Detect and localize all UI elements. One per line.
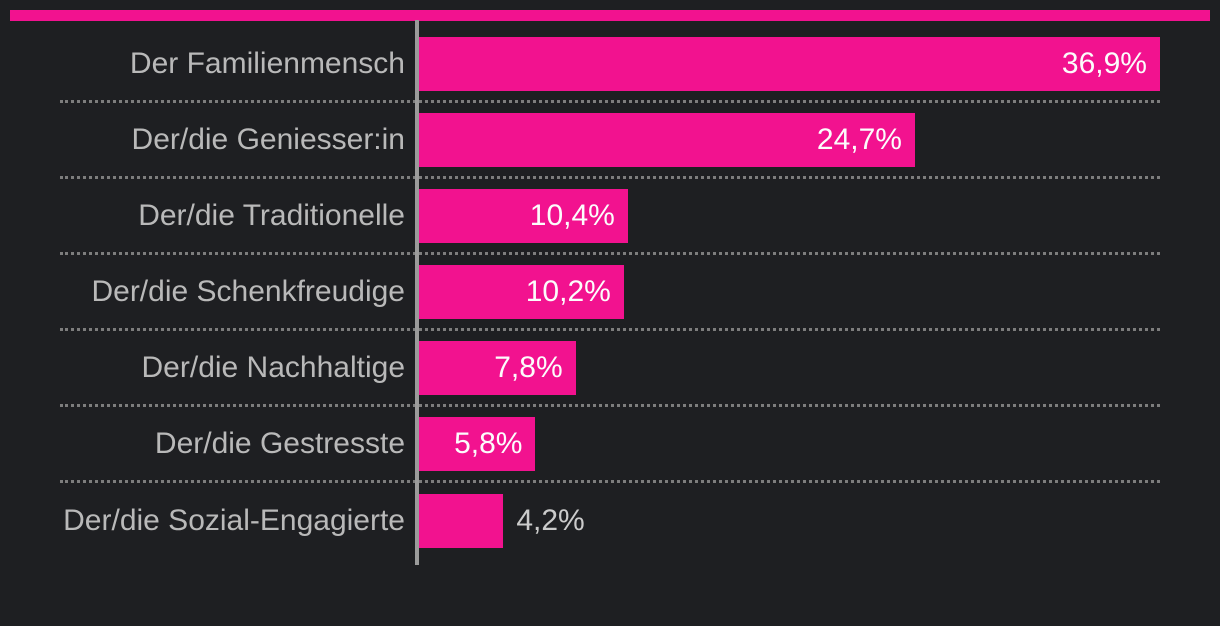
bar-area: 4,2% [419,483,1160,559]
category-label: Der/die Traditionelle [138,198,405,232]
value-label: 24,7% [816,122,902,156]
chart-row: Der/die Schenkfreudige 10,2% [60,255,1160,331]
bar: 10,2% [419,264,624,319]
chart-row: Der Familienmensch 36,9% [60,27,1160,103]
chart-row: Der/die Traditionelle 10,4% [60,179,1160,255]
value-label: 36,9% [1061,46,1147,80]
value-label: 4,2% [516,504,585,537]
category-label: Der/die Sozial-Engagierte [63,504,405,537]
bar-area: 24,7% [419,103,1160,176]
y-axis-line [415,20,419,565]
top-accent-bar [10,10,1210,21]
bar-area: 10,4% [419,179,1160,252]
horizontal-bar-chart: Der Familienmensch 36,9% Der/die Geniess… [60,27,1160,559]
bar: 7,8% [419,340,576,395]
category-label: Der/die Geniesser:in [131,122,405,156]
category-label: Der/die Schenkfreudige [91,274,405,308]
bar-area: 36,9% [419,27,1160,100]
category-label: Der/die Nachhaltige [141,350,405,384]
value-label: 7,8% [494,350,563,384]
bar: 5,8% [419,416,536,471]
bar-area: 5,8% [419,407,1160,480]
bar-area: 7,8% [419,331,1160,404]
category-label: Der/die Gestresste [154,426,405,460]
category-label: Der Familienmensch [129,46,405,80]
bar [419,494,504,548]
bar-area: 10,2% [419,255,1160,328]
value-label: 10,4% [529,198,615,232]
value-label: 5,8% [454,426,523,460]
bar: 24,7% [419,112,915,167]
chart-row: Der/die Geniesser:in 24,7% [60,103,1160,179]
chart-row: Der/die Sozial-Engagierte 4,2% [60,483,1160,559]
bar: 36,9% [419,36,1160,91]
chart-row: Der/die Nachhaltige 7,8% [60,331,1160,407]
chart-row: Der/die Gestresste 5,8% [60,407,1160,483]
value-label: 10,2% [525,274,611,308]
bar: 10,4% [419,188,628,243]
